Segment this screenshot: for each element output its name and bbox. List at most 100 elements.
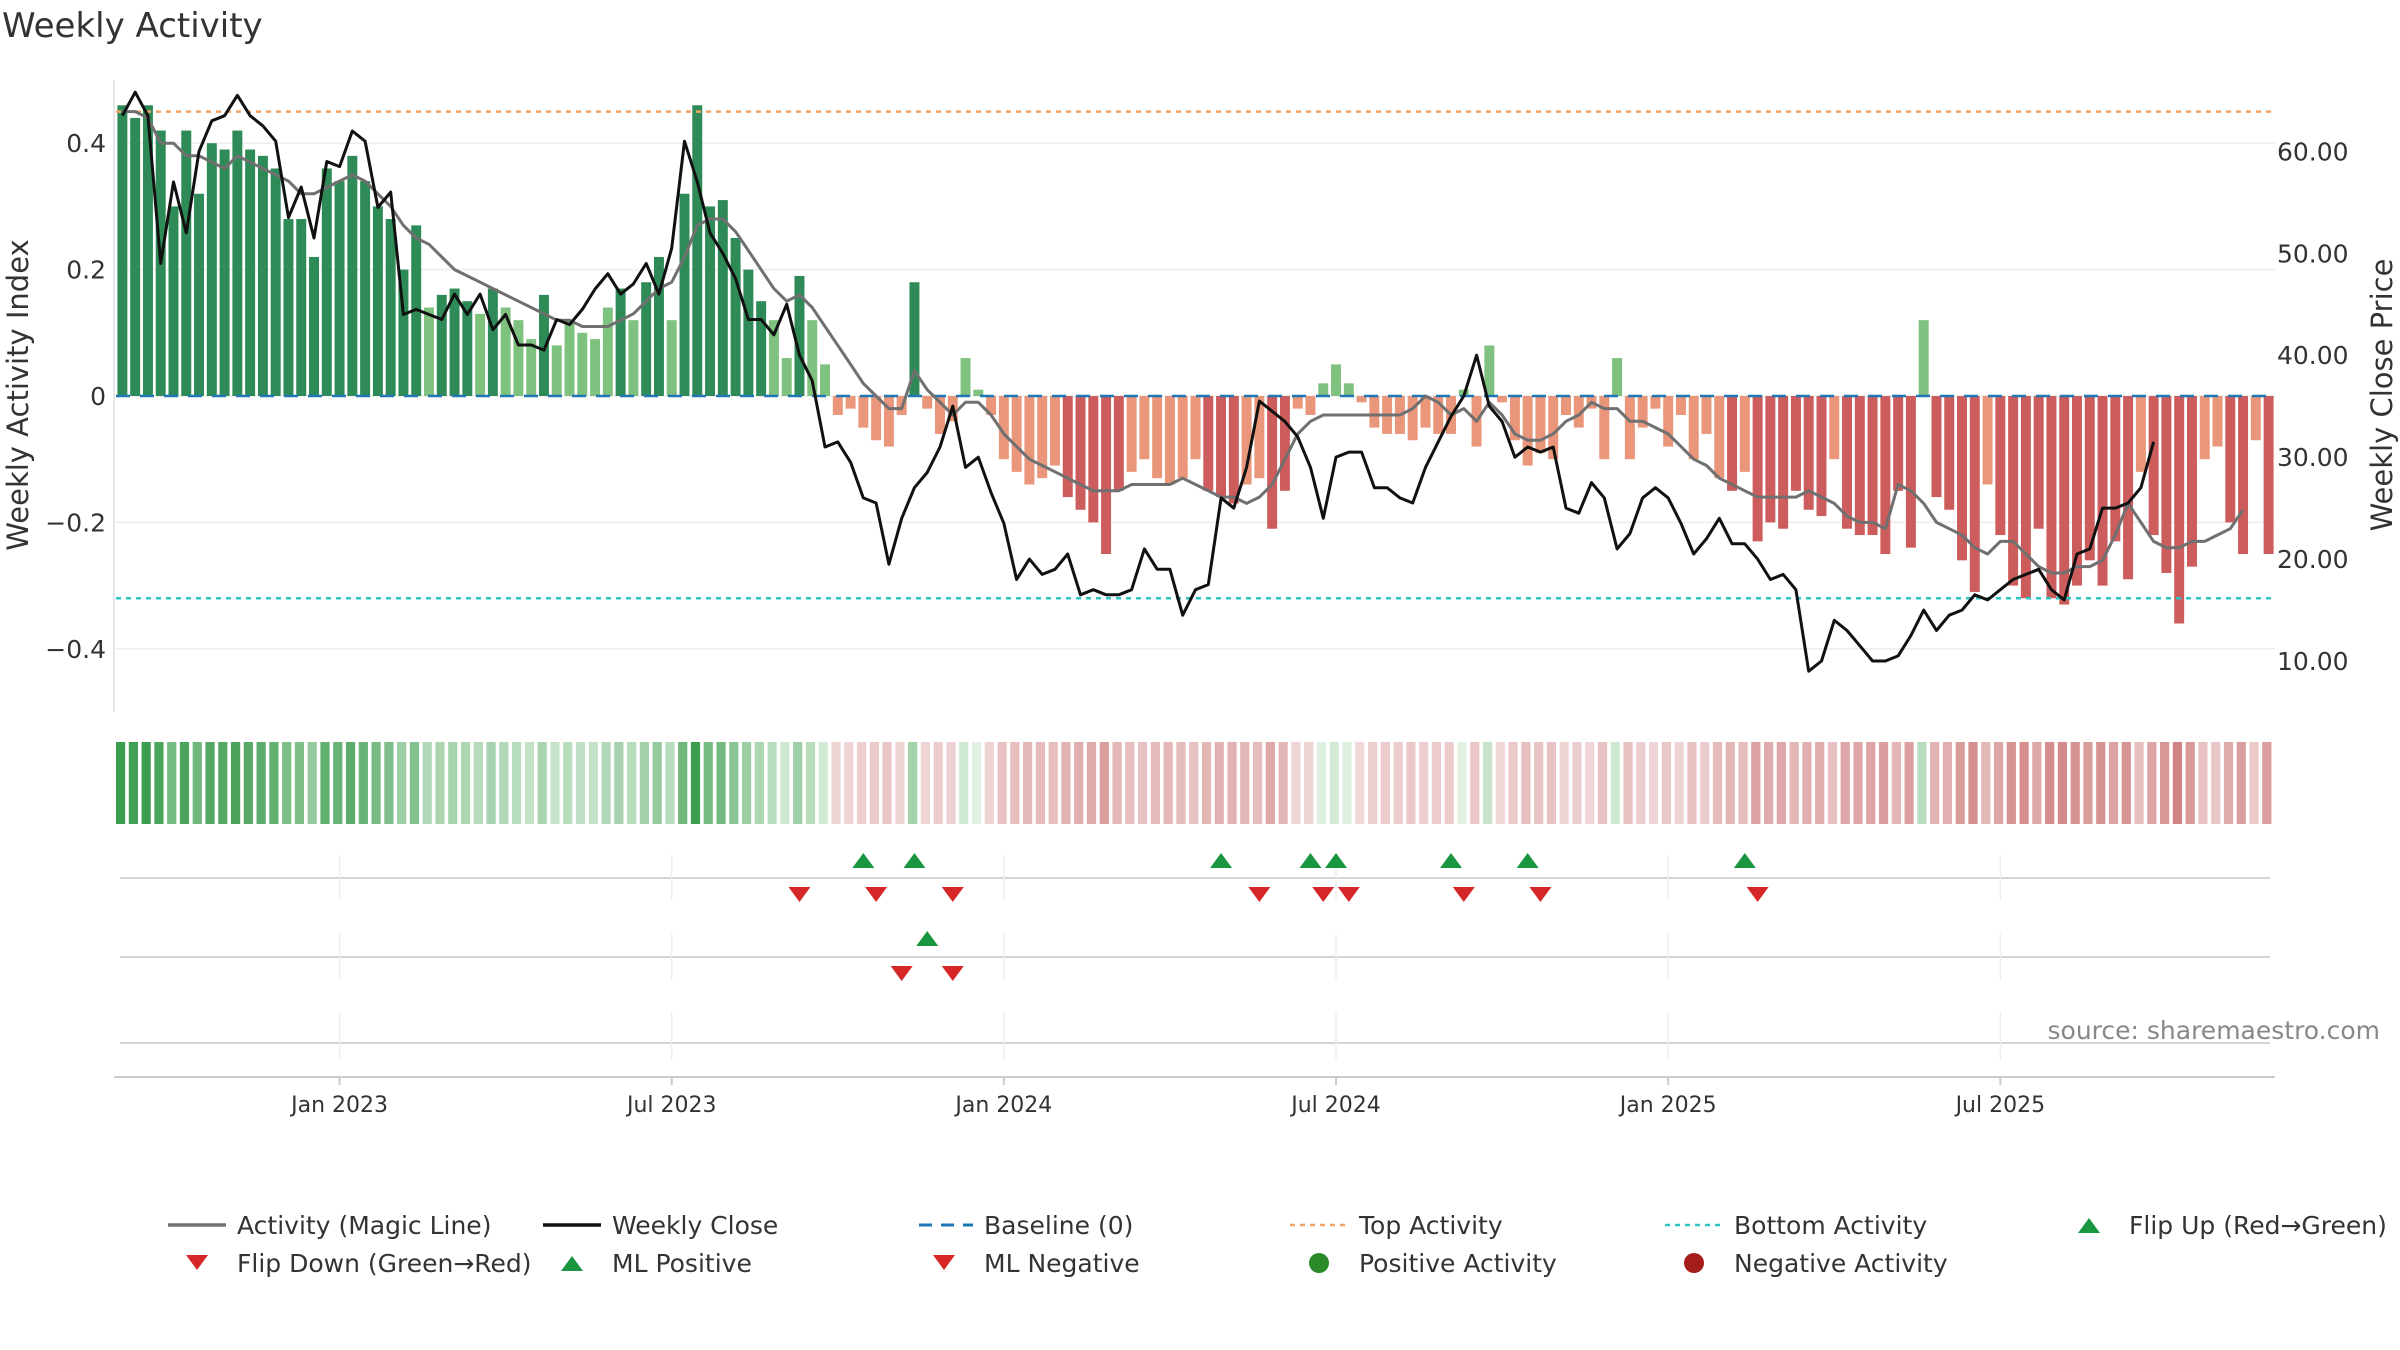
activity-bar bbox=[756, 301, 767, 396]
flip-up-marker bbox=[1210, 853, 1233, 868]
heat-cell bbox=[460, 742, 471, 824]
legend-item: Negative Activity bbox=[1684, 1249, 1948, 1278]
heat-cell bbox=[2019, 742, 2029, 824]
heat-cell bbox=[1751, 742, 1761, 824]
activity-bar bbox=[1995, 396, 2006, 536]
activity-bar bbox=[2135, 396, 2146, 472]
activity-bar bbox=[1343, 383, 1354, 396]
ml-negative-marker bbox=[941, 966, 964, 981]
heat-cell bbox=[1227, 742, 1237, 824]
activity-bar bbox=[781, 358, 792, 396]
activity-bar bbox=[309, 256, 319, 396]
activity-bar bbox=[1790, 396, 1801, 491]
heat-cell bbox=[601, 742, 611, 824]
activity-bar bbox=[1560, 396, 1571, 415]
flip-up-marker bbox=[903, 853, 926, 868]
heat-cell bbox=[230, 742, 241, 824]
heat-cell bbox=[1035, 742, 1046, 824]
heat-cell bbox=[1636, 742, 1646, 824]
activity-bar bbox=[922, 396, 933, 409]
legend-item: Flip Up (Red→Green) bbox=[2078, 1211, 2387, 1240]
heat-cell bbox=[1189, 742, 1199, 824]
heat-cell bbox=[448, 742, 458, 824]
heat-cell bbox=[358, 742, 368, 824]
heat-cell bbox=[1304, 742, 1314, 824]
heat-cell bbox=[1815, 742, 1825, 824]
heat-cell bbox=[1201, 742, 1212, 824]
heat-cell bbox=[512, 742, 522, 824]
activity-bar bbox=[998, 396, 1009, 460]
heat-cell bbox=[371, 742, 381, 824]
y2-tick-label: 60.00 bbox=[2277, 137, 2349, 166]
heat-cell bbox=[2249, 742, 2259, 824]
activity-bar bbox=[2225, 396, 2236, 523]
activity-bar bbox=[1216, 396, 1227, 498]
activity-bar bbox=[1369, 396, 1380, 428]
heat-cell bbox=[1866, 742, 1876, 824]
heat-cell bbox=[1419, 742, 1429, 824]
legend-item: Activity (Magic Line) bbox=[168, 1211, 491, 1240]
heat-cell bbox=[1074, 742, 1084, 824]
heat-cell bbox=[486, 742, 496, 824]
activity-bar bbox=[2046, 396, 2057, 599]
activity-bar bbox=[449, 288, 460, 396]
activity-bar bbox=[730, 238, 741, 396]
heat-cell bbox=[2045, 742, 2055, 824]
x-tick-label: Jan 2025 bbox=[1618, 1093, 1717, 1118]
activity-bar bbox=[1957, 396, 1967, 561]
y2-tick-label: 30.00 bbox=[2277, 443, 2349, 472]
activity-bar bbox=[117, 105, 128, 396]
heat-cell bbox=[563, 742, 573, 824]
ml-negative-marker bbox=[890, 966, 913, 981]
activity-bar bbox=[1113, 396, 1124, 491]
activity-bar bbox=[1177, 396, 1188, 479]
legend-swatch bbox=[2078, 1218, 2100, 1233]
heat-cell bbox=[550, 742, 560, 824]
heat-cell bbox=[1789, 742, 1799, 824]
legend-label: Activity (Magic Line) bbox=[237, 1211, 491, 1240]
activity-bar bbox=[360, 181, 371, 396]
heat-cell bbox=[1521, 742, 1531, 824]
legend: Activity (Magic Line) Weekly Close Baselin… bbox=[168, 1211, 2387, 1278]
activity-bar bbox=[1407, 396, 1418, 441]
heat-cell bbox=[499, 742, 509, 824]
activity-bar bbox=[2020, 396, 2031, 599]
activity-bar bbox=[1893, 396, 1904, 491]
legend-item: Weekly Close bbox=[543, 1211, 778, 1240]
activity-bar bbox=[2059, 396, 2070, 605]
heat-cell bbox=[1482, 742, 1493, 824]
activity-bar bbox=[321, 168, 332, 396]
activity-bar bbox=[653, 256, 664, 396]
heat-cell bbox=[333, 742, 343, 824]
activity-bar bbox=[1509, 396, 1520, 441]
legend-swatch bbox=[1684, 1253, 1704, 1273]
y-tick-label: −0.2 bbox=[45, 508, 106, 537]
y-tick-label: −0.4 bbox=[45, 635, 106, 664]
activity-bar bbox=[2084, 396, 2095, 561]
x-tick-label: Jul 2023 bbox=[625, 1093, 717, 1118]
activity-bar bbox=[1228, 396, 1239, 504]
heat-cell bbox=[882, 742, 892, 824]
activity-bar bbox=[1535, 396, 1546, 453]
heat-cell bbox=[1649, 742, 1659, 824]
heat-cell bbox=[1725, 742, 1735, 824]
activity-bar bbox=[1918, 320, 1929, 396]
heat-cell bbox=[1776, 742, 1786, 824]
heat-cell bbox=[243, 742, 253, 824]
activity-bar bbox=[194, 193, 205, 396]
weekly-close-line bbox=[121, 90, 2156, 673]
activity-bar bbox=[1982, 396, 1993, 485]
heat-cell bbox=[1891, 742, 1901, 824]
legend-item: ML Positive bbox=[561, 1249, 752, 1278]
heat-cell bbox=[1585, 742, 1595, 824]
heat-cell bbox=[908, 742, 918, 824]
heat-cell bbox=[1380, 742, 1390, 824]
activity-bar bbox=[1701, 396, 1712, 434]
activity-bar bbox=[1088, 396, 1099, 523]
legend-item: ML Negative bbox=[933, 1249, 1140, 1278]
heat-cell bbox=[473, 742, 483, 824]
activity-bar bbox=[705, 206, 716, 396]
activity-bar bbox=[385, 219, 396, 396]
heat-cell bbox=[1431, 742, 1442, 824]
